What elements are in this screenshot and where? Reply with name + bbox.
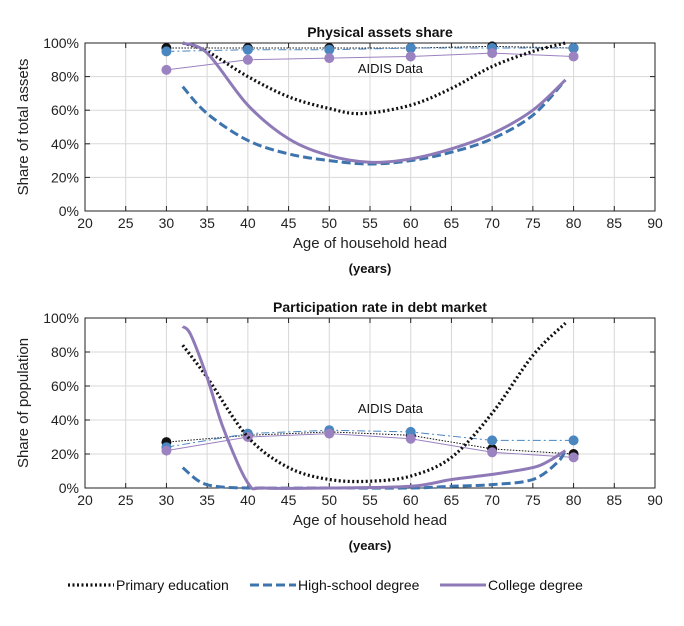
x-tick-label: 55 — [362, 215, 378, 231]
x-tick-label: 85 — [606, 492, 622, 508]
legend-label: College degree — [488, 577, 583, 593]
aidis-point — [324, 428, 335, 439]
aidis-point — [568, 43, 579, 54]
y-tick-label: 20% — [51, 446, 79, 462]
aidis-point — [161, 46, 172, 57]
x-tick-label: 50 — [321, 215, 337, 231]
x-tick-label: 25 — [118, 492, 134, 508]
model-curve-2 — [181, 78, 567, 166]
x-axis-unit: (years) — [349, 538, 392, 553]
y-tick-label: 100% — [43, 310, 79, 326]
aidis-annotation: AIDIS Data — [358, 401, 424, 416]
x-tick-label: 30 — [159, 215, 175, 231]
x-tick-label: 80 — [566, 492, 582, 508]
aidis-point — [242, 54, 253, 65]
chart-title: Participation rate in debt market — [273, 299, 487, 315]
x-tick-label: 60 — [403, 492, 419, 508]
x-tick-label: 90 — [647, 215, 663, 231]
y-tick-label: 0% — [59, 203, 79, 219]
y-tick-label: 80% — [51, 344, 79, 360]
aidis-annotation: AIDIS Data — [358, 61, 424, 76]
aidis-point — [161, 445, 172, 456]
y-tick-label: 20% — [51, 169, 79, 185]
model-curve-3 — [182, 41, 567, 164]
y-axis-label: Share of total assets — [15, 59, 32, 196]
legend: Primary education High-school degree Colle… — [68, 577, 583, 593]
aidis-point — [568, 435, 579, 446]
aidis-line — [166, 52, 574, 71]
x-tick-label: 60 — [403, 215, 419, 231]
x-tick-label: 90 — [647, 492, 663, 508]
x-tick-label: 75 — [525, 492, 541, 508]
y-tick-label: 0% — [59, 480, 79, 496]
x-tick-label: 25 — [118, 215, 134, 231]
y-tick-label: 100% — [43, 35, 79, 51]
x-tick-label: 20 — [77, 215, 93, 231]
x-tick-label: 50 — [321, 492, 337, 508]
x-tick-label: 65 — [444, 492, 460, 508]
y-tick-label: 60% — [51, 378, 79, 394]
model-curve-1 — [182, 41, 566, 116]
x-tick-label: 55 — [362, 492, 378, 508]
x-tick-label: 85 — [606, 215, 622, 231]
x-tick-label: 80 — [566, 215, 582, 231]
x-tick-label: 75 — [525, 215, 541, 231]
aidis-line — [166, 45, 574, 49]
x-tick-label: 20 — [77, 492, 93, 508]
y-tick-label: 40% — [51, 412, 79, 428]
x-tick-label: 40 — [240, 215, 256, 231]
y-axis-label: Share of population — [15, 338, 32, 468]
aidis-point — [487, 447, 498, 458]
x-tick-label: 30 — [159, 492, 175, 508]
aidis-line — [166, 433, 574, 458]
x-tick-label: 45 — [281, 215, 297, 231]
model-curve-3 — [181, 325, 567, 491]
x-tick-label: 35 — [199, 492, 215, 508]
plot-frame — [84, 42, 656, 212]
y-tick-label: 80% — [51, 69, 79, 85]
aidis-point — [568, 51, 579, 62]
panel-2: 20 25 30 35 40 45 50 55 60 65 70 75 80 85 90 0% 20% 40% 60… — [15, 299, 663, 553]
y-tick-label: 60% — [51, 102, 79, 118]
x-tick-label: 65 — [444, 215, 460, 231]
x-axis-label: Age of household head — [293, 512, 447, 529]
aidis-line — [166, 429, 574, 448]
legend-label: High-school degree — [298, 577, 420, 593]
aidis-line — [166, 47, 574, 52]
aidis-point — [405, 433, 416, 444]
legend-label: Primary education — [116, 577, 229, 593]
x-tick-label: 70 — [484, 215, 500, 231]
x-tick-label: 40 — [240, 492, 256, 508]
aidis-point — [487, 48, 498, 59]
chart-title: Physical assets share — [307, 24, 453, 40]
panel-1: 20 25 30 35 40 45 50 55 60 65 70 75 80 85 90 0% 20% 40% 60… — [15, 24, 663, 276]
aidis-point — [487, 435, 498, 446]
aidis-point — [568, 452, 579, 463]
x-tick-label: 70 — [484, 492, 500, 508]
aidis-point — [242, 44, 253, 55]
x-axis-label: Age of household head — [293, 235, 447, 252]
aidis-point — [405, 51, 416, 62]
x-axis-unit: (years) — [349, 261, 392, 276]
x-tick-label: 45 — [281, 492, 297, 508]
y-tick-label: 40% — [51, 136, 79, 152]
aidis-point — [324, 53, 335, 64]
aidis-point — [405, 43, 416, 54]
aidis-point — [324, 44, 335, 55]
x-tick-label: 35 — [199, 215, 215, 231]
aidis-point — [161, 64, 172, 75]
